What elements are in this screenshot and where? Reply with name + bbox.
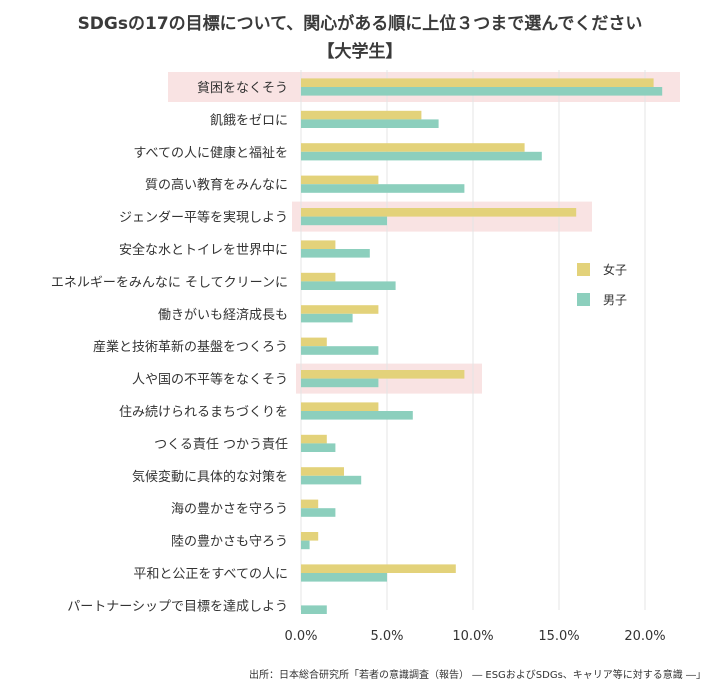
bar-male <box>301 443 336 452</box>
bar-female <box>301 467 344 476</box>
bar-male <box>301 346 379 355</box>
bar-male <box>301 216 387 226</box>
x-tick-label: 15.0% <box>538 629 579 644</box>
bar-male <box>301 119 439 128</box>
category-label: エネルギーをみんなに そしてクリーンに <box>51 275 288 290</box>
bar-female <box>301 143 525 152</box>
bar-male <box>301 151 542 161</box>
bar-female <box>301 564 456 573</box>
bar-female <box>301 337 327 347</box>
bar-male <box>301 540 310 550</box>
x-tick-label: 5.0% <box>370 629 403 644</box>
bar-male <box>301 475 362 485</box>
category-label: すべての人に健康と福祉を <box>133 145 288 161</box>
source-note: 出所：日本総合研究所「若者の意識調査（報告） ― ESGおよびSDGs、キャリア… <box>249 670 706 681</box>
x-tick-label: 0.0% <box>284 629 317 644</box>
chart-subtitle: 【大学生】 <box>317 42 403 62</box>
bar-female <box>301 370 465 379</box>
chart-title: SDGsの17の目標について、関心がある順に上位３つまで選んでください <box>77 14 643 34</box>
category-label: 平和と公正をすべての人に <box>133 567 288 582</box>
category-label: 産業と技術革新の基盤をつくろう <box>93 339 288 355</box>
bar-female <box>301 78 654 87</box>
category-label: 安全な水とトイレを世界中に <box>119 242 288 258</box>
bar-female <box>301 305 379 314</box>
bar-female <box>301 110 422 120</box>
category-label: 気候変動に具体的な対策を <box>132 469 288 485</box>
bar-male <box>301 378 379 388</box>
legend-label-male: 男子 <box>603 293 627 307</box>
legend-swatch-male <box>577 293 590 306</box>
bar-female <box>301 402 379 411</box>
x-tick-label: 20.0% <box>624 629 665 644</box>
bar-male <box>301 313 353 323</box>
bar-male <box>301 605 327 614</box>
bar-female <box>301 434 327 444</box>
category-label: パートナーシップで目標を達成しよう <box>67 599 288 614</box>
bar-male <box>301 411 413 420</box>
category-label: 住み続けられるまちづくりを <box>119 405 288 420</box>
bar-male <box>301 281 396 290</box>
bar-female <box>301 532 319 541</box>
bar-male <box>301 508 336 517</box>
category-label: 質の高い教育をみんなに <box>145 177 288 193</box>
bar-female <box>301 272 336 282</box>
bar-male <box>301 249 370 258</box>
category-label: 飢餓をゼロに <box>210 113 288 128</box>
category-label: 貧困をなくそう <box>197 81 288 96</box>
bar-female <box>301 240 336 249</box>
bar-female <box>301 175 379 185</box>
legend-swatch-female <box>577 263 590 276</box>
category-label: つくる責任 つかう責任 <box>154 437 288 452</box>
bar-male <box>301 87 663 96</box>
bar-male <box>301 184 465 193</box>
legend-label-female: 女子 <box>603 262 627 277</box>
category-label: 人や国の不平等をなくそう <box>132 372 288 388</box>
category-label: 海の豊かさを守ろう <box>171 502 288 517</box>
bar-male <box>301 573 387 582</box>
category-label: 働きがいも経済成長も <box>158 307 288 323</box>
category-label: ジェンダー平等を実現しよう <box>119 210 288 226</box>
category-label: 陸の豊かさも守ろう <box>171 534 288 550</box>
bar-female <box>301 499 319 509</box>
x-tick-label: 10.0% <box>452 629 493 644</box>
bar-female <box>301 208 577 217</box>
